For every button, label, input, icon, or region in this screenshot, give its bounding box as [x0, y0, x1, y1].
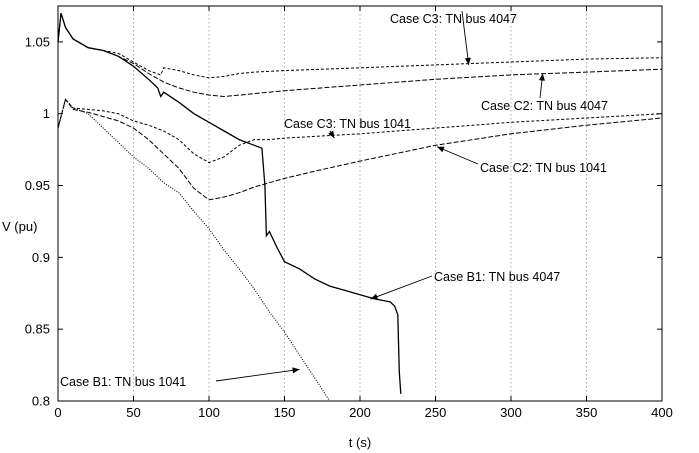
y-tick-label: 0.95: [25, 178, 50, 193]
annotation-label: Case C3: TN bus 4047: [390, 12, 517, 26]
annotation-arrowhead: [292, 367, 300, 374]
x-tick-label: 200: [349, 405, 371, 420]
x-tick-label: 250: [425, 405, 447, 420]
x-tick-label: 150: [274, 405, 296, 420]
annotations: Case C3: TN bus 4047 Case C2: TN bus 4047…: [60, 10, 608, 389]
x-tick-label: 300: [500, 405, 522, 420]
series-line-6: [57, 98, 331, 402]
annotation-label: Case B1: TN bus 4047: [434, 270, 560, 284]
annotation-arrowhead: [328, 130, 335, 139]
annotation-label: Case C3: TN bus 1041: [284, 117, 411, 131]
annotation-arrow: [370, 275, 433, 300]
x-tick-label: 50: [126, 405, 140, 420]
axis-ticks: 0 50 100 150 200 250 300 350 400 0.8 0.85 0.9 0.95 1 1…: [25, 6, 673, 420]
series-layer: [57, 13, 663, 402]
y-tick-label: 0.9: [32, 250, 50, 265]
x-tick-label: 100: [198, 405, 220, 420]
annotation-arrow: [461, 10, 470, 65]
x-tick-label: 0: [54, 405, 61, 420]
x-tick-label: 400: [651, 405, 673, 420]
x-tick-label: 350: [576, 405, 598, 420]
y-tick-label: 1.05: [25, 34, 50, 49]
annotation-arrow: [215, 368, 300, 382]
annotation-arrowhead: [370, 293, 379, 300]
series-line-5: [57, 13, 402, 394]
series-line-3: [57, 98, 663, 164]
annotation-arrowhead: [437, 146, 445, 153]
annotation-label: Case B1: TN bus 1041: [60, 375, 186, 389]
annotation-label: Case C2: TN bus 1041: [480, 161, 607, 175]
annotation-arrowhead: [464, 57, 471, 65]
grid: [133, 6, 587, 401]
annotation-arrowhead: [538, 73, 545, 81]
series-line-1: [57, 13, 663, 79]
series-line-4: [57, 98, 663, 201]
y-tick-label: 0.8: [32, 394, 50, 409]
x-axis-label: t (s): [349, 435, 371, 450]
annotation-label: Case C2: TN bus 4047: [481, 99, 608, 113]
y-axis-label: V (pu): [2, 219, 37, 234]
y-tick-label: 0.85: [25, 322, 50, 337]
annotation-arrow: [436, 146, 479, 165]
y-tick-label: 1: [43, 106, 50, 121]
